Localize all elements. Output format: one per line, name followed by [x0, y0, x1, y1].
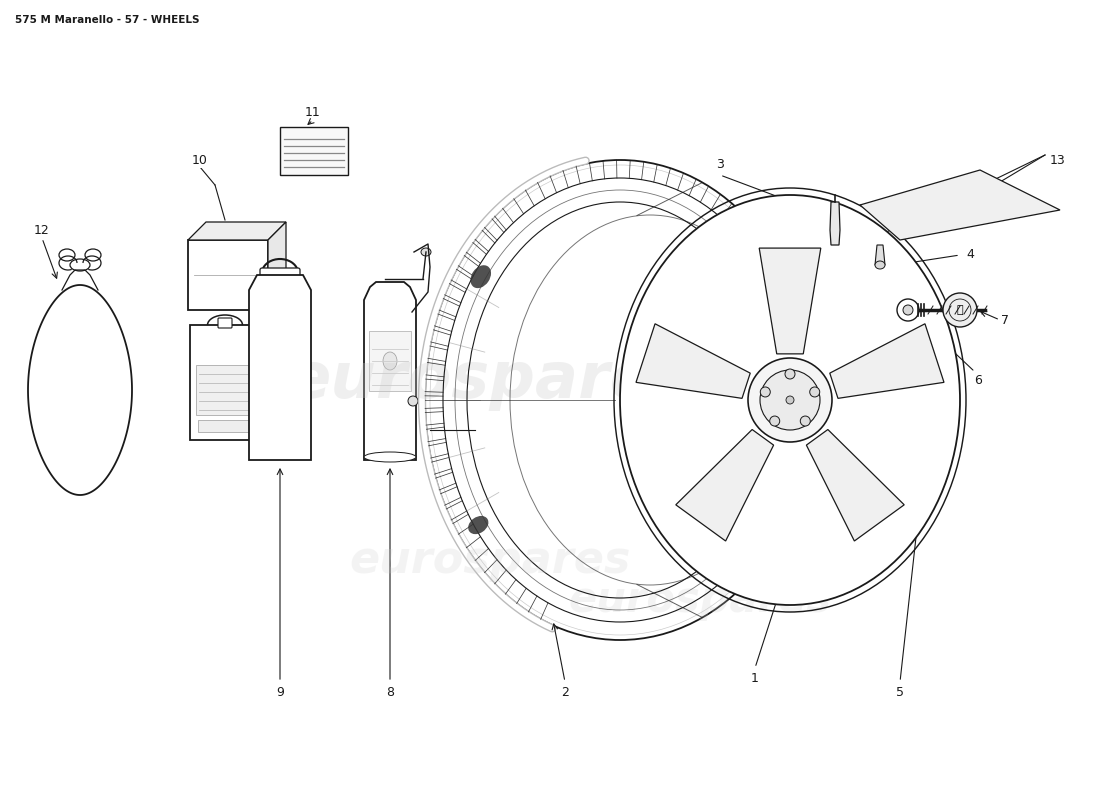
Polygon shape	[364, 282, 416, 460]
FancyBboxPatch shape	[188, 240, 268, 310]
FancyBboxPatch shape	[368, 331, 411, 391]
Polygon shape	[829, 324, 944, 398]
Ellipse shape	[785, 369, 795, 379]
Ellipse shape	[425, 160, 815, 640]
Polygon shape	[249, 275, 311, 460]
Text: eurospares: eurospares	[569, 579, 832, 621]
Ellipse shape	[620, 195, 960, 605]
Text: 12: 12	[34, 223, 50, 237]
Text: 4: 4	[966, 249, 974, 262]
Text: 8: 8	[386, 686, 394, 698]
Text: 575 M Maranello - 57 - WHEELS: 575 M Maranello - 57 - WHEELS	[15, 15, 199, 25]
Polygon shape	[759, 248, 821, 354]
Polygon shape	[675, 430, 773, 541]
Text: 7: 7	[1001, 314, 1009, 326]
Ellipse shape	[770, 416, 780, 426]
Ellipse shape	[810, 387, 820, 397]
Ellipse shape	[471, 266, 491, 288]
Text: 1: 1	[751, 671, 759, 685]
Text: 6: 6	[975, 374, 982, 386]
FancyBboxPatch shape	[196, 365, 254, 415]
Text: eurospares: eurospares	[288, 349, 692, 411]
Text: 3: 3	[716, 158, 724, 171]
Polygon shape	[860, 170, 1060, 240]
Text: 10: 10	[192, 154, 208, 166]
FancyBboxPatch shape	[280, 127, 348, 175]
Ellipse shape	[874, 261, 886, 269]
FancyBboxPatch shape	[198, 420, 252, 432]
Text: 13: 13	[1050, 154, 1066, 166]
Polygon shape	[268, 222, 286, 310]
Text: 9: 9	[276, 686, 284, 698]
Ellipse shape	[943, 293, 977, 327]
Polygon shape	[874, 245, 886, 265]
Polygon shape	[28, 285, 132, 495]
Ellipse shape	[421, 248, 431, 256]
Text: 11: 11	[305, 106, 321, 118]
Ellipse shape	[760, 370, 820, 430]
Ellipse shape	[903, 305, 913, 315]
Ellipse shape	[408, 396, 418, 406]
Ellipse shape	[801, 416, 811, 426]
Ellipse shape	[760, 387, 770, 397]
Text: 🐎: 🐎	[957, 305, 964, 315]
Ellipse shape	[786, 396, 794, 404]
Polygon shape	[806, 430, 904, 541]
Polygon shape	[188, 222, 286, 240]
Text: eurospares: eurospares	[350, 538, 630, 582]
FancyBboxPatch shape	[190, 325, 260, 440]
Ellipse shape	[383, 352, 397, 370]
Polygon shape	[830, 202, 840, 245]
Text: 2: 2	[561, 686, 569, 698]
Ellipse shape	[364, 452, 416, 462]
FancyBboxPatch shape	[218, 318, 232, 328]
Ellipse shape	[469, 516, 488, 534]
Polygon shape	[636, 324, 750, 398]
Ellipse shape	[748, 358, 832, 442]
Text: 5: 5	[896, 686, 904, 698]
Ellipse shape	[896, 299, 918, 321]
FancyBboxPatch shape	[260, 268, 300, 282]
